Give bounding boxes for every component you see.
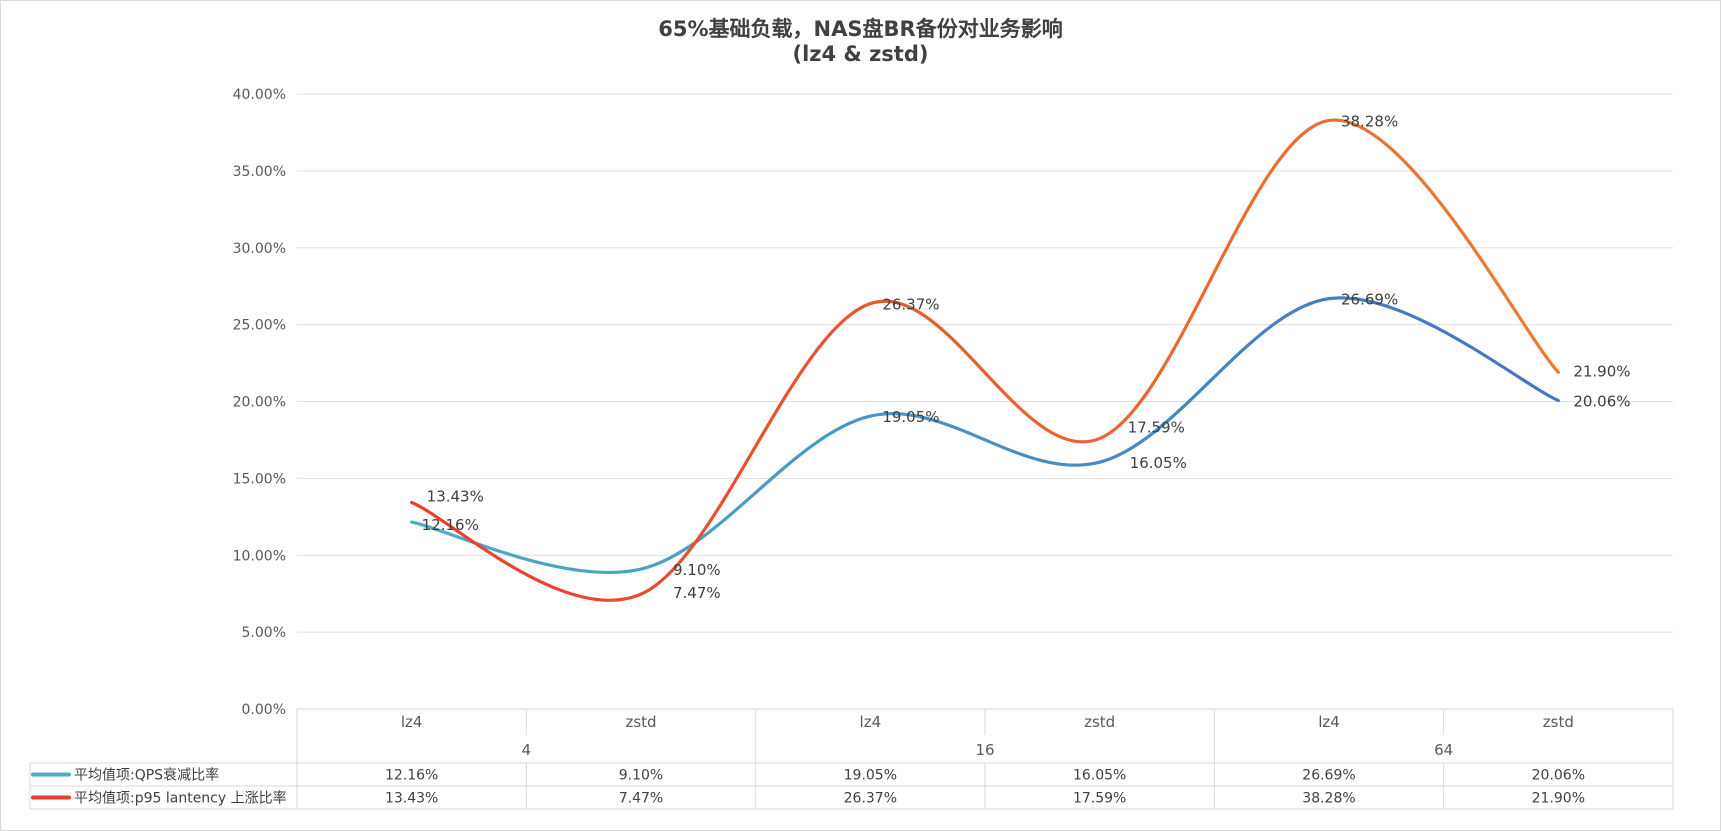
table-cell: 13.43% — [385, 791, 438, 807]
data-label: 13.43% — [427, 488, 484, 506]
table-cell: 26.69% — [1302, 768, 1355, 784]
y-tick-label: 0.00% — [242, 702, 286, 718]
y-tick-label: 5.00% — [242, 625, 286, 641]
data-label: 16.05% — [1130, 454, 1187, 472]
data-label: 9.10% — [673, 561, 721, 579]
data-labels: 12.16% 9.10% 19.05% 16.05% 26.69% 20.06% 13.43… — [422, 112, 1631, 602]
chart-subtitle: (lz4 & zstd) — [792, 42, 929, 66]
table-cell: 16.05% — [1073, 768, 1126, 784]
series-line-0 — [410, 296, 1560, 575]
table-cell: 19.05% — [844, 768, 897, 784]
y-tick-label: 30.00% — [233, 241, 286, 257]
data-label: 19.05% — [882, 408, 939, 426]
data-label: 17.59% — [1128, 419, 1185, 437]
group-label: 16 — [975, 741, 994, 759]
y-tick-label: 10.00% — [233, 548, 286, 564]
y-tick-label: 35.00% — [233, 164, 286, 180]
table-cell: 7.47% — [619, 791, 663, 807]
category-label: zstd — [625, 713, 656, 731]
data-table: 4 16 64 lz4 zstd lz4 zstd lz4 zstd 平均值项:QPS衰减比率 12… — [29, 708, 1674, 810]
category-label: lz4 — [860, 713, 882, 731]
legend-label: 平均值项:QPS衰减比率 — [74, 767, 219, 784]
chart-title: 65%基础负载，NAS盘BR备份对业务影响 — [658, 17, 1063, 41]
data-label: 20.06% — [1573, 393, 1630, 411]
data-label: 26.37% — [882, 296, 939, 314]
table-cell: 17.59% — [1073, 791, 1126, 807]
y-tick-label: 20.00% — [233, 395, 286, 411]
data-label: 21.90% — [1573, 362, 1630, 380]
data-label: 26.69% — [1341, 291, 1398, 309]
data-label: 38.28% — [1341, 112, 1398, 130]
category-label: zstd — [1084, 713, 1115, 731]
group-label: 4 — [522, 741, 532, 759]
series-line-1 — [410, 118, 1560, 602]
data-label: 7.47% — [673, 584, 721, 602]
y-tick-label: 40.00% — [233, 87, 286, 103]
table-cell: 12.16% — [385, 768, 438, 784]
legend-label: 平均值项:p95 lantency 上涨比率 — [74, 790, 287, 807]
table-cell: 9.10% — [619, 768, 663, 784]
group-label: 64 — [1434, 741, 1453, 759]
table-cell: 21.90% — [1532, 791, 1585, 807]
category-label: lz4 — [401, 713, 423, 731]
y-tick-label: 15.00% — [233, 471, 286, 487]
table-cell: 26.37% — [844, 791, 897, 807]
y-axis: 0.00% 5.00% 10.00% 15.00% 20.00% 25.00% 30.00%… — [233, 87, 286, 718]
gridlines — [297, 93, 1673, 710]
table-cell: 20.06% — [1532, 768, 1585, 784]
data-label: 12.16% — [422, 516, 479, 534]
category-label: zstd — [1543, 713, 1574, 731]
table-cell: 38.28% — [1302, 791, 1355, 807]
series-lines — [410, 118, 1560, 602]
y-tick-label: 25.00% — [233, 318, 286, 334]
category-label: lz4 — [1318, 713, 1340, 731]
